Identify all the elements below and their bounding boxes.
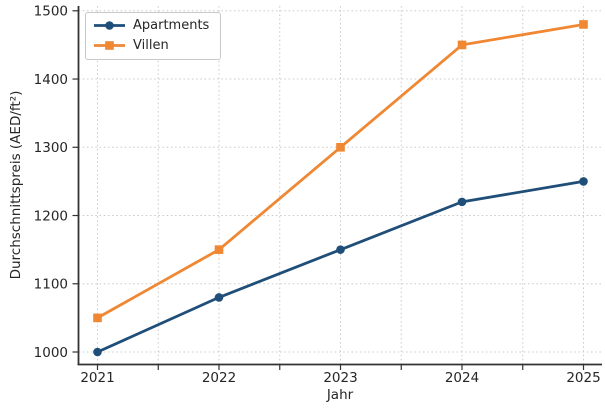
data-point-apartments (93, 347, 102, 357)
data-point-apartments (579, 177, 588, 186)
data-point-villen (93, 313, 102, 323)
apartments-line-circle-icon (94, 21, 125, 30)
y-tick-label: 1200 (34, 208, 68, 224)
data-point-apartments (457, 197, 467, 207)
y-tick-label: 1500 (34, 4, 68, 20)
legend-label-villen: Villen (133, 38, 169, 53)
chart-legend: Apartments Villen (85, 12, 222, 60)
data-point-villen (336, 142, 345, 152)
x-axis-label: Jahr (326, 387, 354, 403)
x-tick-label: 2024 (445, 370, 479, 386)
data-point-apartments (336, 245, 345, 254)
data-point-villen (457, 40, 467, 50)
legend-label-apartments: Apartments (133, 18, 210, 33)
legend-item-apartments: Apartments (93, 17, 209, 34)
x-tick-label: 2023 (323, 370, 357, 386)
y-tick-label: 1400 (34, 72, 68, 88)
data-point-villen (579, 20, 588, 29)
y-axis-label: Durchschnittspreis (AED/ft²) (8, 90, 24, 280)
y-tick-label: 1000 (34, 345, 68, 361)
x-tick-label: 2025 (566, 370, 600, 386)
villen-line-square-icon (94, 41, 125, 50)
x-tick-label: 2022 (202, 370, 236, 386)
legend-item-villen: Villen (93, 37, 209, 54)
x-tick-label: 2021 (80, 370, 114, 386)
data-point-villen (214, 245, 224, 254)
y-tick-label: 1300 (34, 140, 68, 156)
y-tick-label: 1100 (34, 277, 68, 293)
data-point-apartments (214, 293, 224, 302)
